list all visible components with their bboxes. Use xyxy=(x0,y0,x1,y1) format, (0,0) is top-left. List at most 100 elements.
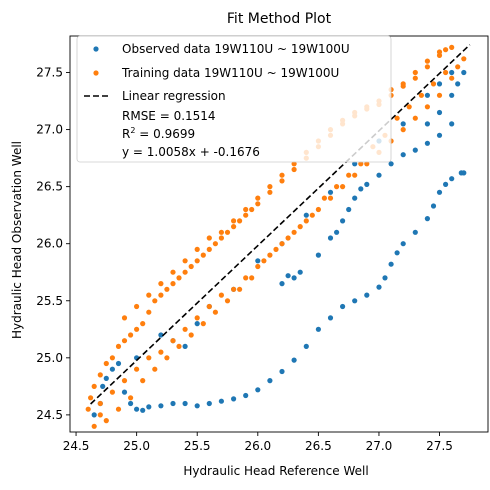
training-point xyxy=(218,292,224,298)
observed-point xyxy=(315,326,321,332)
training-point xyxy=(273,246,279,252)
training-point xyxy=(406,104,412,110)
observed-point xyxy=(115,360,122,367)
legend-label-training: Training data 19W110U ~ 19W100U xyxy=(121,66,339,80)
training-point xyxy=(158,281,164,287)
legend-r2-sup: 2 xyxy=(130,126,135,135)
training-point xyxy=(291,229,297,235)
observed-point xyxy=(121,389,128,395)
training-point xyxy=(224,298,231,304)
observed-point xyxy=(134,406,140,412)
training-point xyxy=(255,201,261,207)
observed-point xyxy=(100,383,106,389)
observed-point xyxy=(327,315,334,321)
training-point xyxy=(461,56,467,62)
observed-point xyxy=(436,81,443,87)
observed-point xyxy=(255,258,261,264)
observed-point xyxy=(194,403,200,409)
training-point xyxy=(146,355,152,361)
training-point xyxy=(436,92,443,98)
training-point xyxy=(164,286,170,292)
training-point xyxy=(170,338,176,344)
training-point xyxy=(267,252,273,258)
training-point xyxy=(400,83,406,89)
training-point xyxy=(194,315,200,321)
training-point xyxy=(449,75,455,81)
observed-point xyxy=(170,400,176,407)
training-point xyxy=(121,315,128,321)
training-point xyxy=(261,258,267,264)
training-point xyxy=(231,224,237,230)
training-point xyxy=(267,189,273,195)
training-point xyxy=(182,269,188,275)
observed-point xyxy=(412,229,418,235)
training-point xyxy=(237,218,243,224)
training-point xyxy=(206,246,212,252)
observed-point xyxy=(346,206,352,213)
observed-point xyxy=(388,161,394,167)
training-point xyxy=(309,212,315,218)
training-point xyxy=(121,378,128,384)
x-axis-label: Hydraulic Head Reference Well xyxy=(183,464,368,478)
training-point xyxy=(85,406,91,412)
observed-point xyxy=(291,275,297,281)
legend-marker-observed xyxy=(93,46,99,52)
training-point xyxy=(128,395,134,401)
observed-point xyxy=(103,375,109,381)
training-point xyxy=(200,252,206,258)
training-point xyxy=(206,235,212,241)
legend-r2-prefix: R xyxy=(122,127,130,141)
legend: Observed data 19W110U ~ 19W100U Training… xyxy=(76,35,392,163)
training-point xyxy=(140,321,146,327)
training-point xyxy=(182,258,188,264)
legend-r2: R2 = 0.9699 xyxy=(122,126,195,141)
training-point xyxy=(170,281,176,287)
training-point xyxy=(115,406,122,412)
observed-point xyxy=(424,121,430,127)
legend-r2-value: = 0.9699 xyxy=(135,127,195,141)
y-tick-label: 24.5 xyxy=(36,408,63,422)
observed-point xyxy=(449,121,455,127)
observed-point xyxy=(436,189,443,195)
training-point xyxy=(315,206,321,213)
training-point xyxy=(88,395,94,401)
training-point xyxy=(443,69,449,76)
training-point xyxy=(321,195,327,201)
training-point xyxy=(455,64,461,70)
x-tick-label: 27.0 xyxy=(366,439,393,453)
observed-point xyxy=(388,261,394,267)
training-point xyxy=(237,286,243,292)
training-point xyxy=(152,298,158,304)
observed-point xyxy=(436,109,443,116)
training-point xyxy=(412,115,418,121)
observed-point xyxy=(218,398,224,404)
training-point xyxy=(91,423,97,429)
observed-point xyxy=(352,298,358,304)
legend-label-regression: Linear regression xyxy=(122,89,226,103)
observed-point xyxy=(352,161,358,167)
observed-point xyxy=(327,189,334,195)
training-point xyxy=(412,69,418,76)
training-point xyxy=(188,263,194,270)
observed-point xyxy=(182,343,188,349)
training-point xyxy=(449,44,455,51)
observed-point xyxy=(430,203,437,209)
training-point xyxy=(146,309,152,315)
training-point xyxy=(146,292,152,298)
observed-point xyxy=(449,92,455,98)
training-point xyxy=(358,161,364,167)
training-point xyxy=(188,332,194,338)
training-point xyxy=(97,372,103,378)
observed-point xyxy=(279,281,285,287)
chart-title: Fit Method Plot xyxy=(227,11,332,27)
x-tick-label: 27.5 xyxy=(426,439,453,453)
training-point xyxy=(231,218,237,224)
training-point xyxy=(176,343,182,349)
x-axis-ticks: 24.5 25.0 25.5 26.0 26.5 27.0 27.5 xyxy=(63,432,453,453)
training-point xyxy=(218,229,224,235)
training-point xyxy=(91,383,97,389)
training-point xyxy=(412,75,418,81)
training-point xyxy=(134,326,140,332)
observed-point xyxy=(140,407,146,413)
observed-point xyxy=(182,400,188,407)
